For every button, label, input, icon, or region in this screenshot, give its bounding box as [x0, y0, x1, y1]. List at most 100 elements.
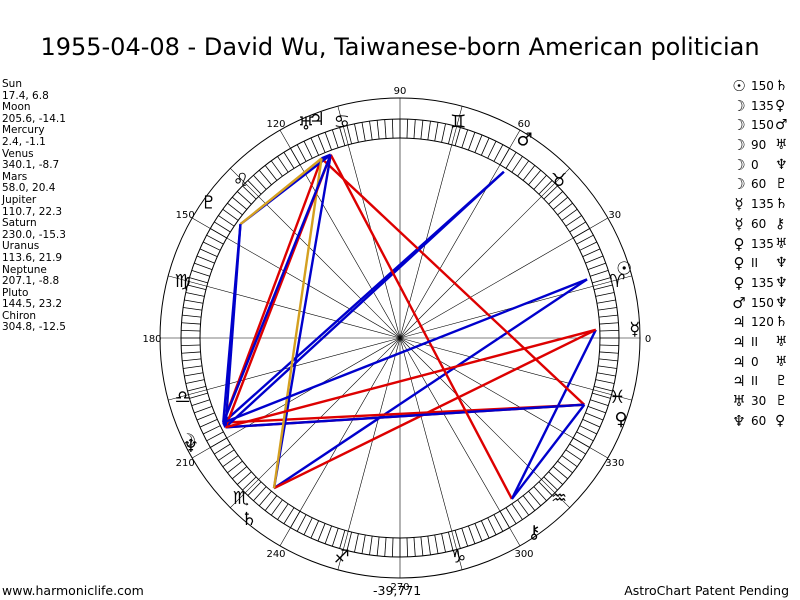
- footer-score: -39,771: [373, 583, 422, 598]
- planet-name: Mars: [2, 170, 28, 183]
- degree-tick: [468, 525, 476, 544]
- division-line: [399, 337, 463, 570]
- mars-icon: ♂: [516, 130, 532, 151]
- zodiac-leo-icon: ♌: [233, 170, 249, 191]
- aspect-line: [320, 157, 586, 406]
- zodiac-sagittarius-icon: ♐: [334, 546, 350, 567]
- degree-tick: [576, 234, 594, 245]
- footer-website[interactable]: www.harmoniclife.com: [2, 583, 144, 598]
- degree-label: 90: [394, 86, 407, 97]
- saturn-icon: ♄: [241, 509, 257, 530]
- aspect-angle: 135: [751, 275, 774, 290]
- planet-glyph-icon: ♆: [775, 274, 788, 291]
- degree-tick: [264, 495, 278, 511]
- degree-label: 330: [605, 458, 624, 469]
- degree-tick: [543, 185, 558, 200]
- degree-tick: [441, 123, 446, 143]
- degree-tick: [283, 507, 295, 524]
- degree-tick: [597, 307, 617, 311]
- degree-tick: [487, 517, 497, 536]
- degree-tick: [354, 533, 359, 553]
- aspect-angle: II: [751, 334, 759, 349]
- degree-tick: [548, 191, 564, 205]
- degree-tick: [354, 123, 359, 143]
- degree-tick: [247, 481, 262, 496]
- aspect-line: [224, 170, 505, 429]
- degree-tick: [585, 412, 604, 421]
- zodiac-aquarius-icon: ♒: [551, 488, 567, 509]
- aspect-angle: 135: [751, 98, 774, 113]
- degree-tick: [587, 406, 606, 414]
- degree-tick: [522, 165, 536, 181]
- aspect-line: [222, 154, 332, 424]
- aspect-angle: 90: [751, 138, 767, 153]
- planet-values: 2.4, -1.1: [2, 135, 46, 148]
- degree-tick: [596, 372, 616, 377]
- planet-glyph-icon: ☿: [734, 195, 744, 214]
- aspect-angle: 150: [751, 79, 774, 93]
- degree-tick: [593, 284, 613, 291]
- degree-tick: [236, 471, 252, 485]
- degree-tick: [339, 127, 346, 146]
- planet-name: Sun: [2, 78, 22, 90]
- aspect-row: ♃ 120 ♄: [730, 313, 791, 333]
- aspect-row: ♀ 135 ♅: [730, 235, 791, 255]
- degree-tick: [181, 322, 201, 325]
- degree-tick: [222, 455, 239, 468]
- zodiac-capricorn-icon: ♑: [450, 546, 466, 567]
- degree-tick: [447, 531, 454, 551]
- division-line: [168, 275, 401, 339]
- degree-tick: [296, 144, 307, 162]
- degree-tick: [369, 121, 373, 141]
- degree-tick: [505, 152, 517, 169]
- aspect-row: ♆ 60 ♀: [730, 412, 791, 432]
- planet-glyph-icon: ☉: [732, 77, 746, 95]
- degree-tick: [461, 528, 469, 547]
- degree-tick: [552, 196, 569, 210]
- degree-tick: [253, 486, 267, 502]
- degree-tick: [196, 412, 215, 421]
- degree-tick: [181, 344, 201, 347]
- degree-tick: [596, 299, 616, 304]
- degree-tick: [511, 156, 523, 173]
- degree-tick: [434, 534, 439, 554]
- planet-glyph-icon: ☽: [732, 175, 746, 194]
- degree-tick: [552, 466, 569, 480]
- aspect-line: [225, 403, 585, 429]
- degree-tick: [538, 481, 553, 496]
- degree-tick: [480, 520, 490, 539]
- planet-glyph-icon: ♆: [775, 294, 788, 311]
- planet-glyph-icon: ♄: [775, 78, 788, 94]
- planet-glyph-icon: ☽: [732, 155, 746, 174]
- moon-icon: ☽: [180, 431, 196, 452]
- zodiac-pisces-icon: ♓: [609, 387, 625, 408]
- degree-tick: [222, 208, 239, 221]
- degree-label: 180: [142, 334, 161, 345]
- neptune-icon: ♆: [183, 436, 199, 457]
- degree-tick: [595, 292, 615, 297]
- degree-tick: [290, 148, 301, 165]
- degree-label: 120: [266, 119, 285, 130]
- degree-tick: [548, 471, 564, 485]
- degree-tick: [376, 536, 380, 556]
- degree-tick: [468, 132, 476, 151]
- degree-tick: [199, 418, 218, 428]
- degree-tick: [565, 449, 582, 461]
- degree-tick: [242, 185, 257, 200]
- zodiac-aries-icon: ♈: [609, 271, 625, 292]
- aspect-angle: 150: [751, 118, 774, 133]
- planet-glyph-icon: ♂: [732, 293, 746, 312]
- planet-name: Saturn: [2, 217, 37, 230]
- aspect-line: [510, 403, 586, 500]
- degree-tick: [210, 228, 227, 239]
- degree-tick: [474, 134, 483, 153]
- degree-tick: [522, 495, 536, 511]
- planet-glyph-icon: ♀: [775, 97, 786, 114]
- degree-label: 60: [518, 119, 531, 130]
- degree-tick: [538, 180, 553, 195]
- planet-glyph-icon: ☿: [734, 214, 744, 233]
- planet-glyph-icon: ♅: [775, 353, 788, 370]
- degree-tick: [182, 358, 202, 362]
- degree-tick: [185, 379, 205, 384]
